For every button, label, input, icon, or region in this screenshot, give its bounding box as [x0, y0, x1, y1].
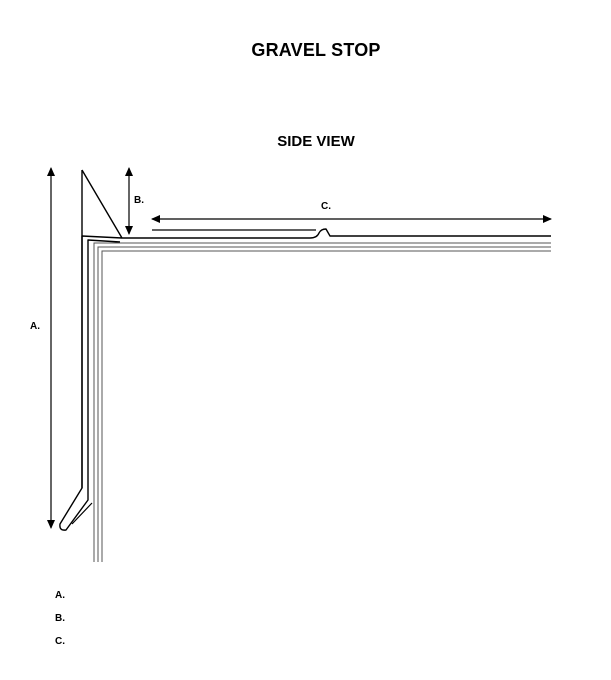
dimension-b-label: B. [134, 195, 144, 206]
gravel-stop-profile [59, 169, 551, 531]
dimension-c-label: C. [321, 201, 331, 212]
roof-edge-lines [93, 242, 551, 562]
legend-item-a: A. [55, 590, 65, 601]
legend-item-b: B. [55, 613, 65, 624]
gravel-stop-drip-edge [71, 502, 93, 525]
drawing-title: GRAVEL STOP [251, 40, 381, 60]
legend-item-c: C. [55, 636, 65, 647]
dimension-legend: A. B. C. [55, 589, 65, 658]
view-subtitle: SIDE VIEW [277, 133, 355, 150]
dimension-a-label: A. [30, 321, 40, 332]
